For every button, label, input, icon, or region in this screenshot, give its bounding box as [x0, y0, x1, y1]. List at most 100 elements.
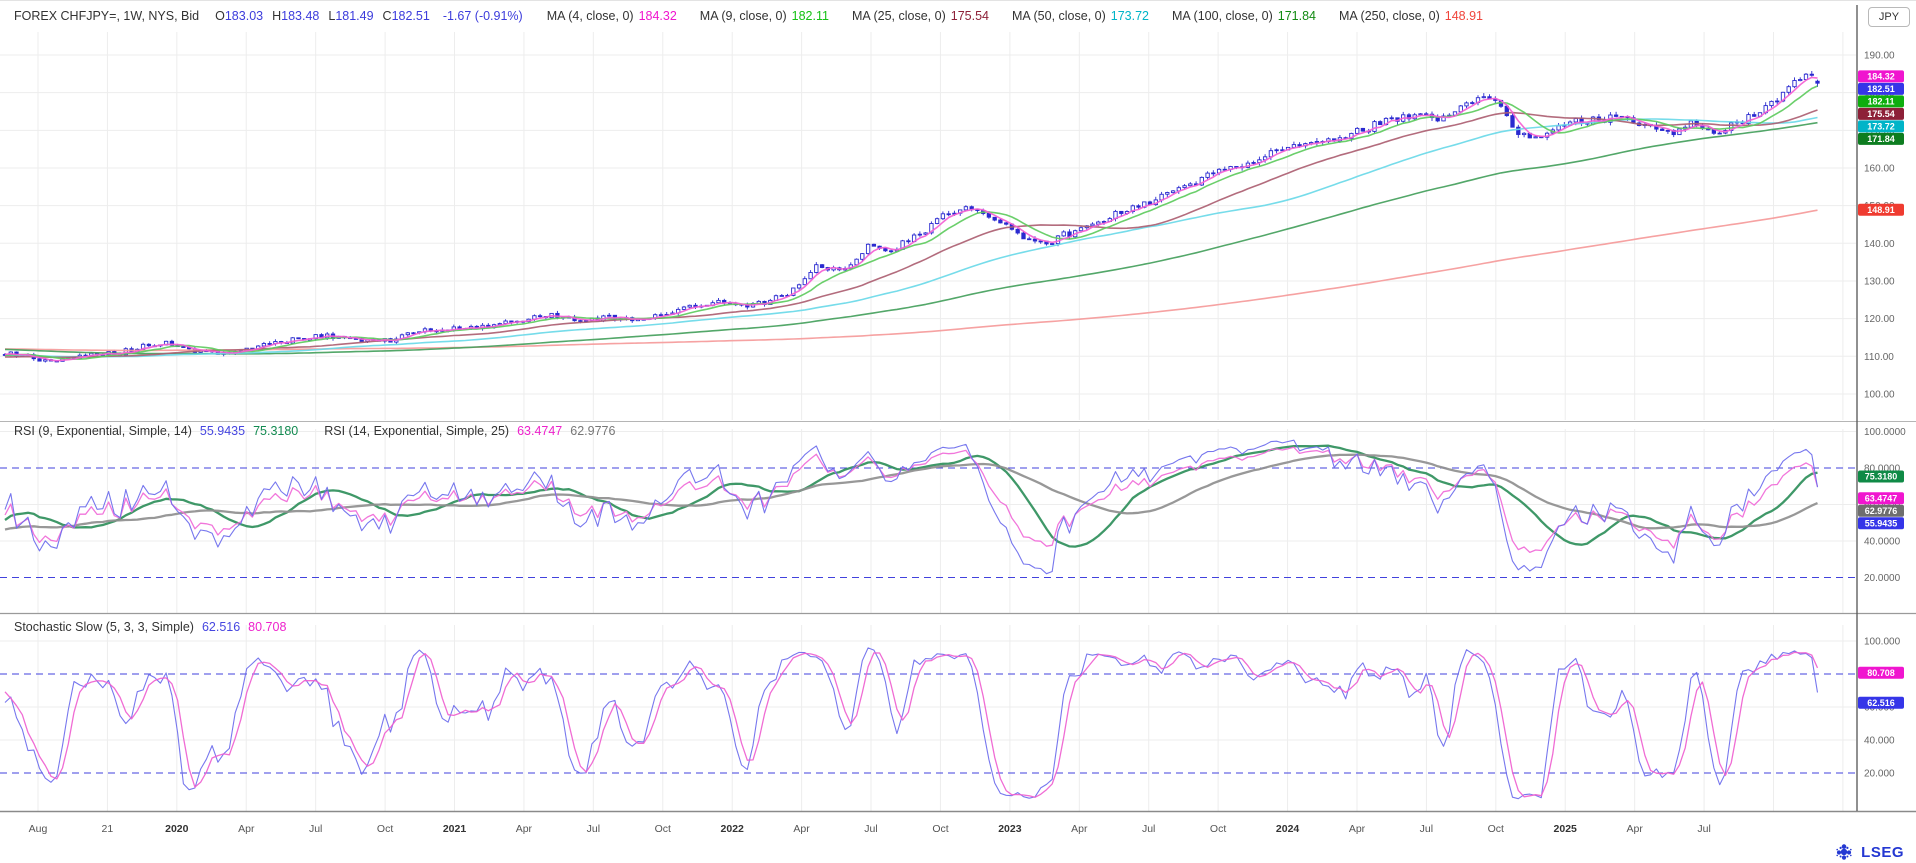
- price-badge: 175.54: [1858, 107, 1904, 120]
- svg-text:190.00: 190.00: [1864, 51, 1895, 62]
- lseg-crest-icon: [1836, 844, 1852, 860]
- svg-text:2024: 2024: [1276, 823, 1300, 835]
- ma-line-25: [4, 109, 1818, 359]
- price-badge: 184.32: [1858, 70, 1904, 83]
- svg-text:Oct: Oct: [932, 823, 948, 835]
- open-field: O183.03: [215, 9, 263, 23]
- close-label: C: [382, 9, 392, 23]
- svg-text:2020: 2020: [165, 823, 189, 835]
- svg-text:182.11: 182.11: [1867, 97, 1894, 107]
- ma-line-100: [4, 121, 1818, 355]
- svg-text:148.91: 148.91: [1867, 205, 1895, 215]
- price-badge: 62.516: [1858, 696, 1904, 709]
- svg-text:40.0000: 40.0000: [1864, 537, 1901, 548]
- main-chart-legend: FOREX CHFJPY=, 1W, NYS, Bid O183.03 H183…: [0, 1, 1864, 31]
- rsi9-label: RSI (9, Exponential, Simple, 14): [14, 424, 192, 438]
- instrument-title[interactable]: FOREX CHFJPY=, 1W, NYS, Bid: [14, 9, 200, 23]
- svg-text:110.00: 110.00: [1864, 352, 1894, 363]
- ma-legend-50[interactable]: MA (50, close, 0) 173.72: [1011, 9, 1150, 23]
- ma-legend-9[interactable]: MA (9, close, 0) 182.11: [699, 9, 829, 23]
- ma-legend-100[interactable]: MA (100, close, 0) 171.84: [1172, 9, 1316, 23]
- svg-text:62.9776: 62.9776: [1865, 506, 1898, 516]
- svg-text:100.0000: 100.0000: [1864, 427, 1906, 438]
- change-value: -1.67 (-0.91%): [442, 9, 523, 23]
- close-value: 182.51: [391, 9, 430, 23]
- x-axis-labels: Aug 21 2020 Apr Jul Oct 2021 Apr Jul Oct 2022 Apr Ju…: [29, 823, 1711, 835]
- rsi9-smoothed-line: [4, 444, 1818, 548]
- svg-text:184.32: 184.32: [1867, 72, 1895, 82]
- svg-text:2021: 2021: [443, 823, 467, 835]
- currency-axis-button[interactable]: JPY: [1868, 7, 1910, 27]
- svg-text:Jul: Jul: [587, 823, 600, 835]
- svg-text:130.00: 130.00: [1864, 277, 1895, 288]
- price-badge: 55.9435: [1858, 517, 1904, 530]
- svg-text:Apr: Apr: [238, 823, 255, 835]
- svg-text:Oct: Oct: [655, 823, 671, 835]
- price-badge: 173.72: [1858, 120, 1904, 133]
- rsi-legend[interactable]: RSI (9, Exponential, Simple, 14) 55.9435 7…: [14, 424, 623, 438]
- svg-text:Apr: Apr: [516, 823, 533, 835]
- price-badge: 171.84: [1858, 132, 1904, 145]
- svg-text:120.00: 120.00: [1864, 314, 1895, 325]
- rsi9-value: 55.9435: [199, 424, 246, 438]
- svg-text:Jul: Jul: [309, 823, 322, 835]
- svg-text:Aug: Aug: [29, 823, 48, 835]
- svg-text:182.51: 182.51: [1867, 84, 1895, 94]
- rsi14-value: 63.4747: [517, 424, 563, 438]
- rsi14-line: [4, 446, 1819, 554]
- svg-text:171.84: 171.84: [1867, 134, 1895, 144]
- svg-text:Apr: Apr: [1349, 823, 1366, 835]
- ma-legend-250[interactable]: MA (250, close, 0) 148.91: [1339, 9, 1483, 23]
- ma-legend-25[interactable]: MA (25, close, 0) 175.54: [851, 9, 989, 23]
- ma-line-9: [4, 85, 1818, 360]
- svg-text:2025: 2025: [1554, 823, 1578, 835]
- low-label: L: [328, 9, 336, 23]
- price-badge: 62.9776: [1858, 504, 1904, 517]
- svg-text:Jul: Jul: [1697, 823, 1710, 835]
- ma-line-250: [4, 209, 1818, 352]
- svg-text:100.000: 100.000: [1864, 637, 1901, 648]
- price-badge: 63.4747: [1858, 492, 1904, 505]
- stochastic-d-value: 80.708: [248, 620, 287, 634]
- svg-text:75.3180: 75.3180: [1865, 472, 1898, 482]
- high-field: H183.48: [272, 9, 319, 23]
- rsi14-smoothed-line: [4, 453, 1818, 531]
- rsi9-line: [4, 439, 1819, 575]
- grid-lines: [0, 32, 1856, 811]
- stochastic-legend[interactable]: Stochastic Slow (5, 3, 3, Simple) 62.516 8…: [14, 620, 294, 634]
- open-value: 183.03: [224, 9, 264, 23]
- ma-legend-4[interactable]: MA (4, close, 0) 184.32: [546, 9, 677, 23]
- stochastic-k-value: 62.516: [201, 620, 241, 634]
- svg-text:80.0000: 80.0000: [1864, 464, 1901, 475]
- svg-text:Oct: Oct: [377, 823, 393, 835]
- high-value: 183.48: [281, 9, 320, 23]
- stochastic-d-line: [4, 651, 1819, 798]
- svg-text:Jul: Jul: [1142, 823, 1155, 835]
- rsi9-smoothed-value: 75.3180: [253, 424, 299, 438]
- svg-text:63.4747: 63.4747: [1865, 493, 1898, 503]
- price-badge: 148.91: [1858, 203, 1904, 216]
- svg-text:Oct: Oct: [1488, 823, 1504, 835]
- svg-text:40.000: 40.000: [1864, 736, 1895, 747]
- svg-text:80.708: 80.708: [1867, 668, 1895, 678]
- price-badge: 182.51: [1858, 82, 1904, 95]
- stochastic-label: Stochastic Slow (5, 3, 3, Simple): [14, 620, 194, 634]
- price-badge: 80.708: [1858, 666, 1904, 679]
- svg-text:173.72: 173.72: [1867, 122, 1895, 132]
- rsi14-smoothed-value: 62.9776: [570, 424, 616, 438]
- price-badge: 182.11: [1858, 95, 1904, 108]
- svg-text:Oct: Oct: [1210, 823, 1226, 835]
- svg-text:Apr: Apr: [1071, 823, 1088, 835]
- stochastic-k-line: [4, 647, 1819, 800]
- svg-text:175.54: 175.54: [1867, 109, 1895, 119]
- lseg-logo-text: LSEG: [1861, 843, 1904, 861]
- svg-text:100.00: 100.00: [1864, 389, 1895, 400]
- svg-text:160.00: 160.00: [1864, 164, 1895, 175]
- svg-text:20.0000: 20.0000: [1864, 573, 1901, 584]
- high-label: H: [272, 9, 282, 23]
- svg-text:Apr: Apr: [1627, 823, 1644, 835]
- open-label: O: [215, 9, 225, 23]
- svg-text:20.000: 20.000: [1864, 769, 1895, 780]
